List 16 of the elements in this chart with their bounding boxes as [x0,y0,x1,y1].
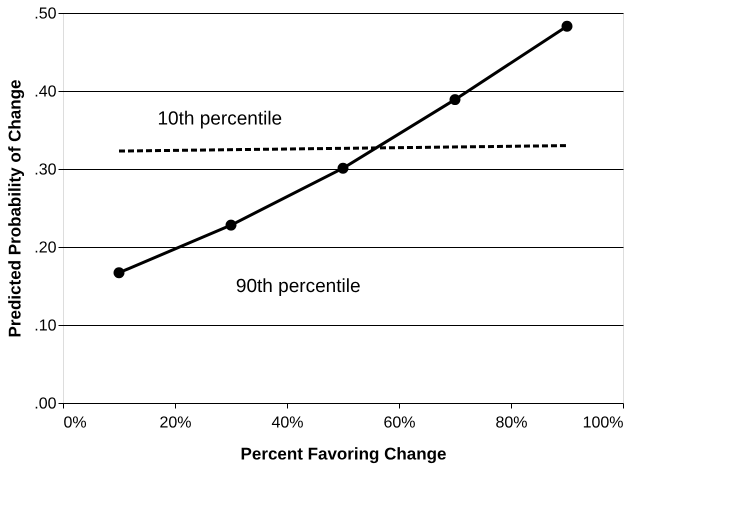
y-tick-label: .20 [34,240,57,256]
x-tick-label: 40% [271,414,304,432]
y-tick-label: .10 [34,318,57,334]
y-tick-label: .00 [34,396,57,412]
x-tick-label: 80% [495,414,528,432]
x-tick-label: 60% [383,414,416,432]
annotation: 10th percentile [157,108,282,130]
x-axis-title: Percent Favoring Change [240,444,446,464]
annotation: 90th percentile [236,276,361,297]
y-tick-label: .50 [34,6,57,22]
x-tick-label: 20% [159,414,192,432]
x-tick-label: 0% [64,414,87,432]
y-axis-title: Predicted Probability of Change [5,80,24,338]
y-tick-label: .30 [34,162,57,178]
x-tick-label: 100% [582,414,624,432]
y-tick-label: .40 [34,84,57,100]
